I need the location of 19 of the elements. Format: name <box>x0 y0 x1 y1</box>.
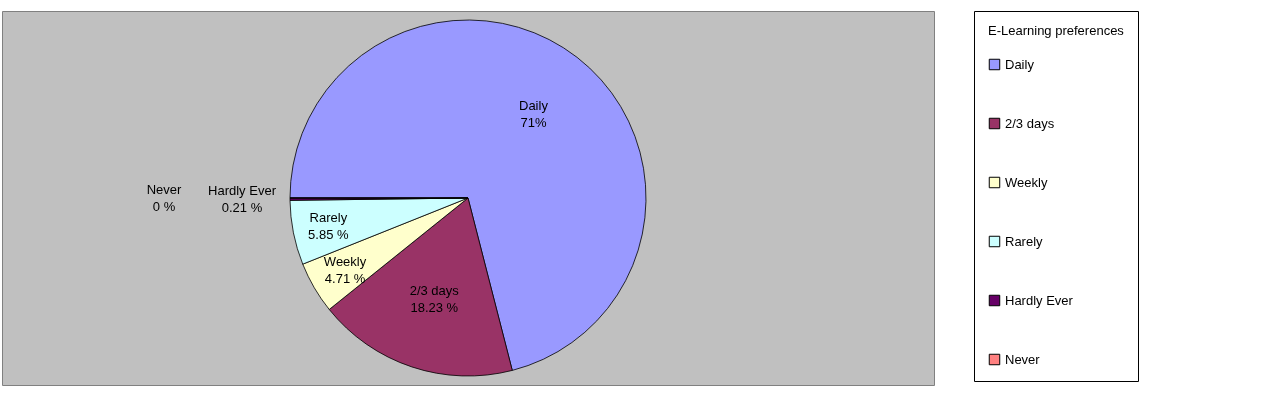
data-label: 5.85 % <box>308 226 350 242</box>
legend-label: Weekly <box>1005 174 1048 190</box>
legend-title: E-Learning preferences <box>988 23 1125 38</box>
slice-label: 2/3 days <box>409 283 460 299</box>
legend-label: 2/3 days <box>1005 115 1055 131</box>
legend-label: Daily <box>1005 56 1035 72</box>
legend-label: Never <box>1005 351 1041 367</box>
data-label: 18.23 % <box>410 300 459 316</box>
slice-label: Weekly <box>323 253 367 269</box>
data-label: 71% <box>520 114 547 130</box>
slice-label: Daily <box>519 97 549 113</box>
category-label: Never <box>146 182 182 197</box>
slice-label: Hardly Ever <box>208 183 277 199</box>
slice-label: Rarely <box>309 209 348 225</box>
data-label: 4.71 % <box>324 270 366 286</box>
legend-label: Rarely <box>1005 233 1044 249</box>
legend-label: Hardly Ever <box>1005 292 1074 308</box>
data-label: 0.21 % <box>221 200 263 216</box>
text: 0 % <box>152 199 176 214</box>
